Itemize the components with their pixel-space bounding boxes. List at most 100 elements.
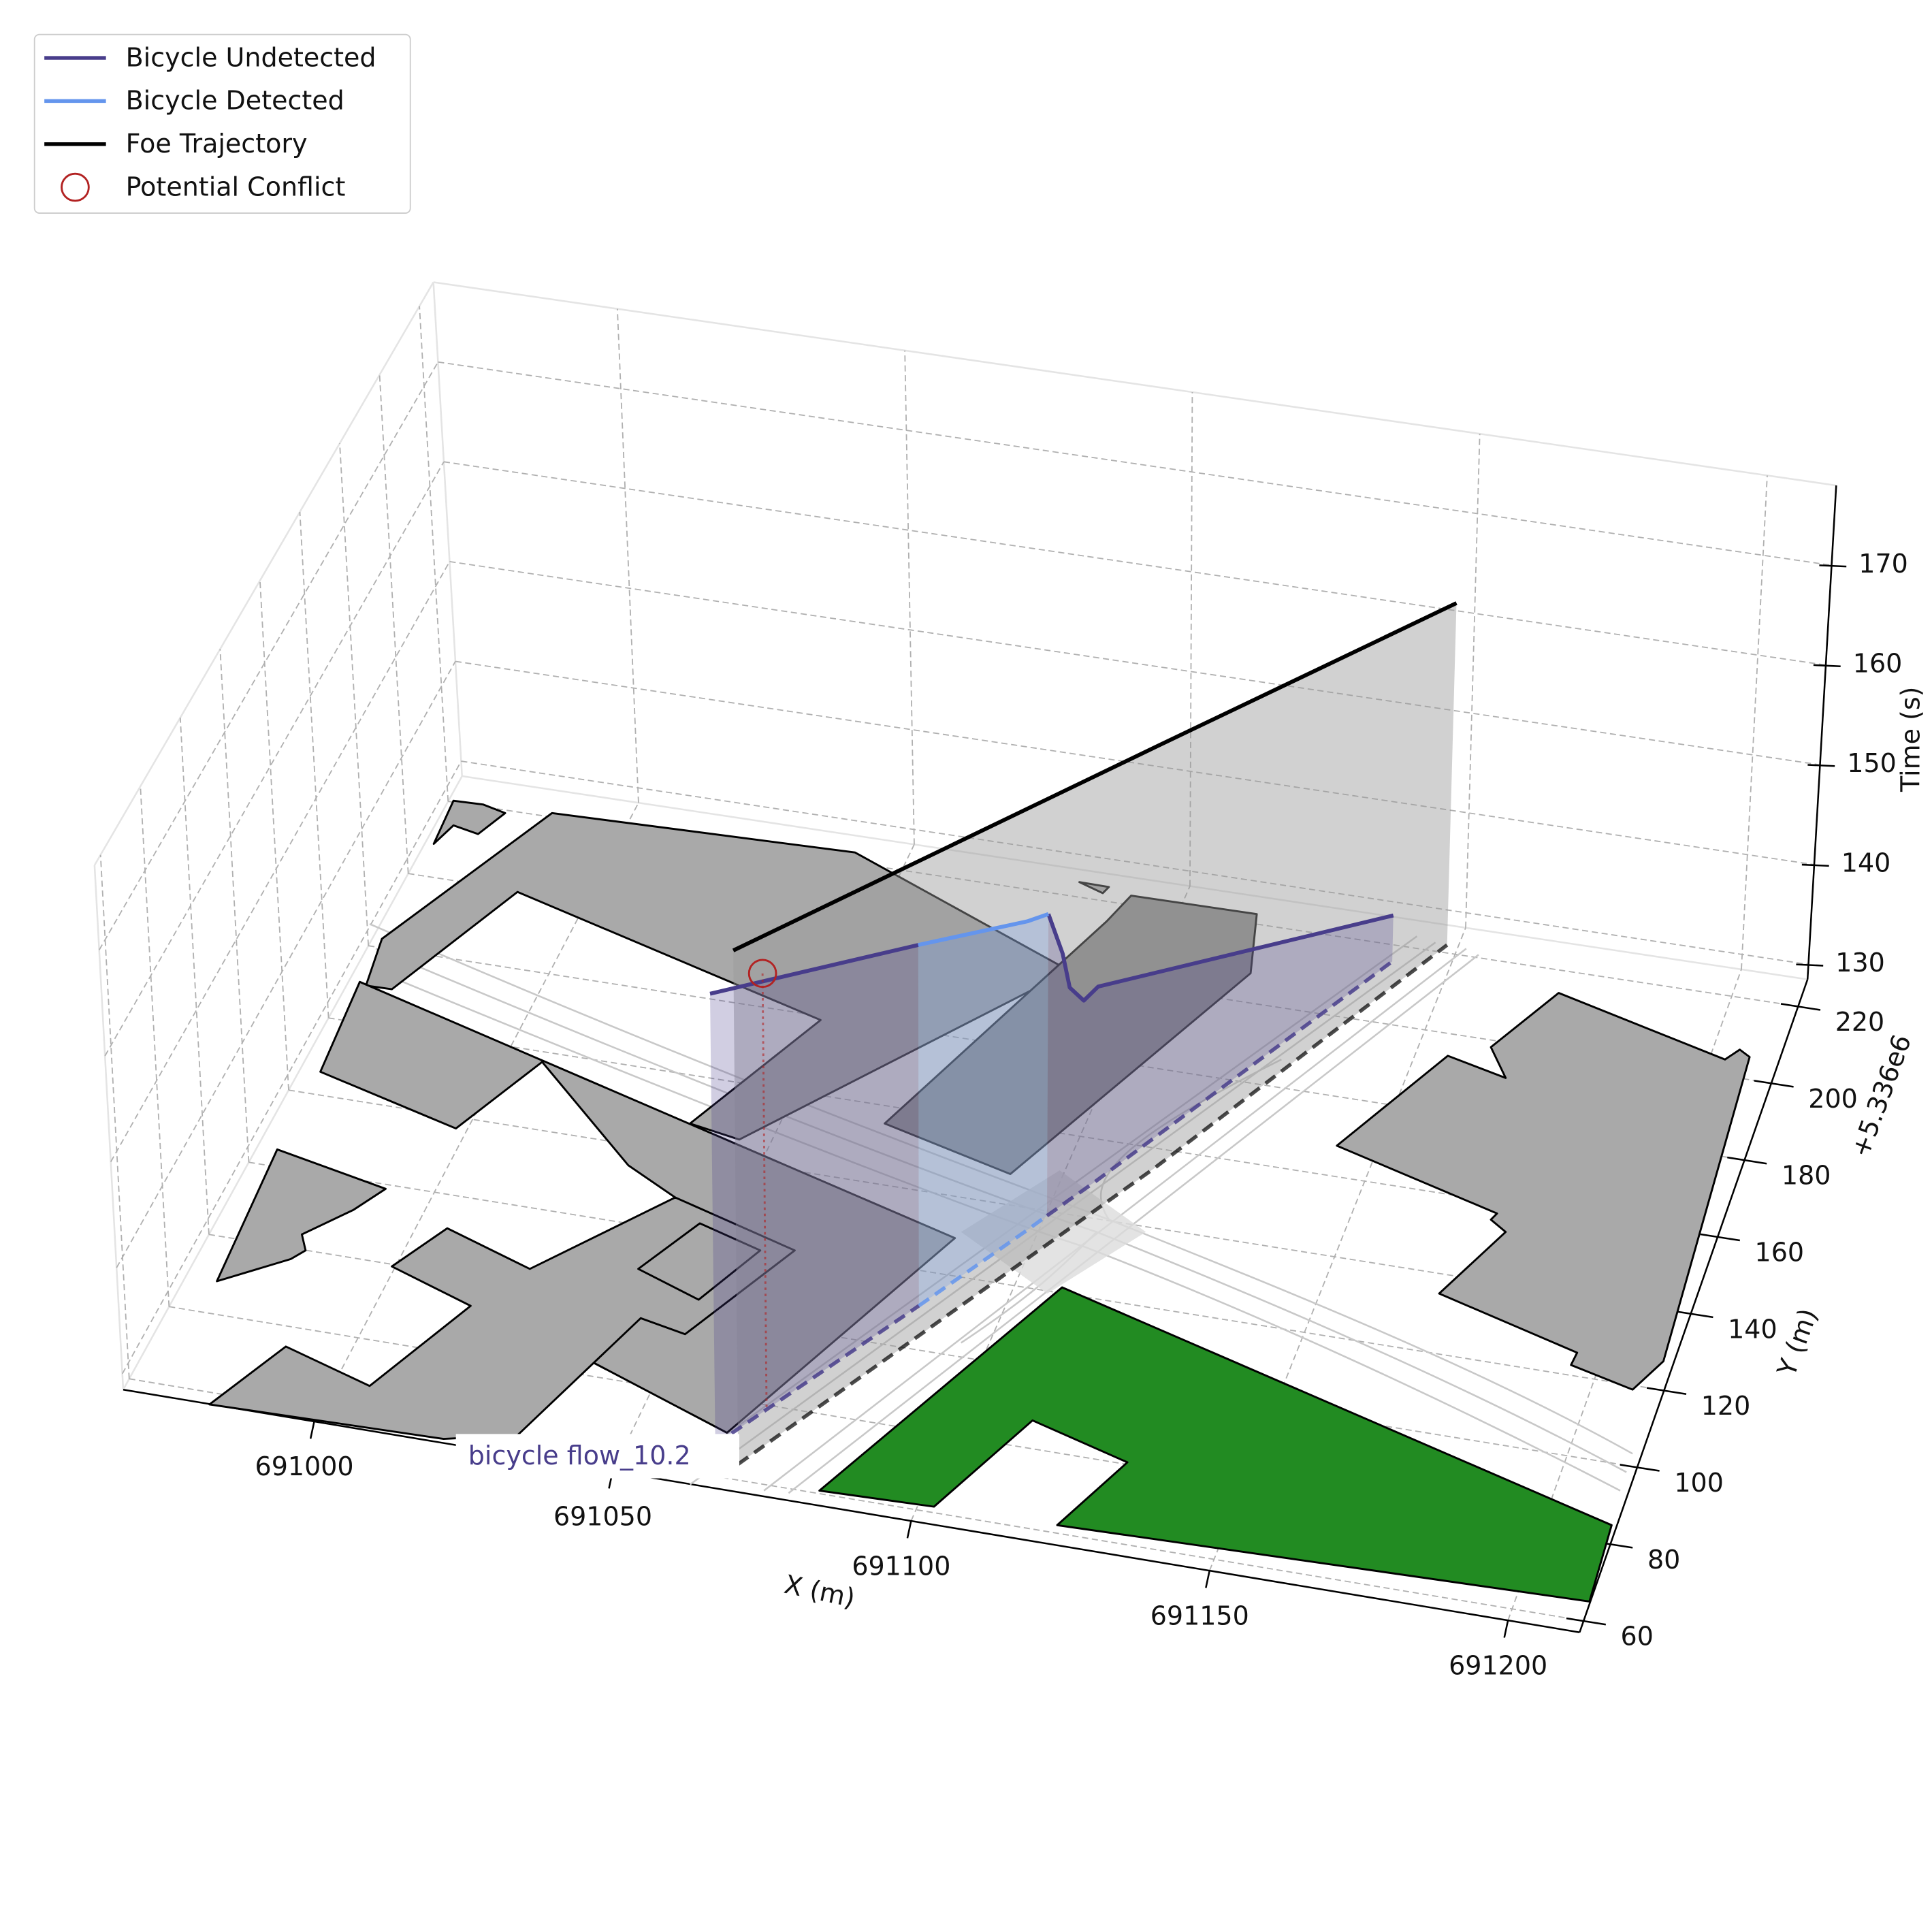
- park: [818, 1286, 1613, 1603]
- roads: [369, 923, 1633, 1494]
- x-axis-label: X (m): [782, 1569, 858, 1613]
- ground-track: [737, 943, 1449, 1466]
- grid-line: [449, 561, 1820, 766]
- grid-line: [616, 308, 639, 803]
- z-tick-label: 150: [1847, 748, 1897, 778]
- y-tick: [1566, 1617, 1607, 1626]
- y-tick-label: 60: [1621, 1622, 1654, 1652]
- grid-line: [904, 350, 915, 845]
- grid-line: [104, 461, 445, 1057]
- x-tick: [309, 1421, 315, 1439]
- curtain: [918, 914, 1049, 1306]
- grid-line: [110, 561, 451, 1163]
- z-axis-line: [1806, 485, 1837, 980]
- y-tick-label: 80: [1647, 1545, 1680, 1575]
- grid-line: [1465, 434, 1481, 928]
- z-tick: [1819, 564, 1847, 568]
- y-tick: [1754, 1080, 1794, 1088]
- pane-edge: [432, 282, 463, 777]
- y-tick-label: 100: [1674, 1468, 1724, 1498]
- buildings: [208, 799, 1751, 1603]
- y-axis-line: [1579, 979, 1809, 1633]
- y-tick-label: 160: [1755, 1237, 1805, 1267]
- grid-line: [1189, 392, 1193, 886]
- annotation-box: [455, 1434, 739, 1479]
- grid-line: [438, 361, 1832, 566]
- z-tick: [1801, 863, 1829, 867]
- x-tick: [1205, 1570, 1210, 1588]
- legend-swatch: [61, 172, 90, 202]
- x-tick-label: 691200: [1449, 1650, 1547, 1680]
- y-tick: [1673, 1310, 1713, 1319]
- grid-line: [419, 306, 449, 802]
- building: [365, 812, 1071, 1141]
- grid-line: [368, 945, 1745, 1161]
- pane-edge: [122, 775, 463, 1390]
- legend-label: Bicycle Detected: [126, 86, 344, 116]
- ground-track: [714, 960, 1394, 1446]
- z-tick-label: 160: [1853, 648, 1903, 678]
- grid-line: [1741, 475, 1768, 969]
- z-axis-label: Time (s): [1896, 686, 1926, 792]
- trajectory-line: [918, 912, 1050, 947]
- grid-line: [219, 649, 250, 1163]
- building: [216, 1148, 387, 1283]
- y-axis-label: Y (m): [1771, 1304, 1824, 1381]
- curtain: [733, 602, 1457, 1464]
- z-tick: [1813, 664, 1841, 667]
- legend-label: Bicycle Undetected: [126, 42, 376, 72]
- trajectory-line: [709, 913, 1394, 1003]
- building: [319, 980, 956, 1434]
- pane-edge: [433, 281, 1837, 487]
- grid-line: [259, 580, 289, 1091]
- grid-line: [339, 443, 370, 946]
- x-tick-label: 691000: [255, 1451, 354, 1481]
- grid-line: [116, 661, 456, 1268]
- z-tick: [1796, 963, 1824, 967]
- x-tick-label: 691100: [852, 1551, 950, 1581]
- z-tick: [1807, 764, 1835, 767]
- legend-label: Foe Trajectory: [126, 129, 308, 159]
- pane-edge: [93, 865, 125, 1390]
- curtain: [1046, 914, 1394, 1216]
- legend: Bicycle Undetected Bicycle Detected Foe …: [33, 33, 411, 214]
- y-tick-label: 180: [1782, 1161, 1831, 1191]
- grid-line: [121, 760, 462, 1375]
- pane-edge: [93, 281, 434, 866]
- building: [1336, 992, 1751, 1391]
- trajectory-line: [732, 601, 1458, 952]
- grid-line: [443, 461, 1826, 666]
- conflict-drop: [761, 973, 768, 1410]
- building: [884, 895, 1258, 1175]
- grid-line: [99, 854, 130, 1379]
- x-tick: [906, 1520, 912, 1539]
- y-tick-label: 140: [1728, 1314, 1777, 1344]
- x-tick-label: 691150: [1150, 1601, 1249, 1630]
- grid-line: [98, 362, 439, 950]
- annotation-text: bicycle flow_10.2: [468, 1441, 691, 1471]
- legend-box: [33, 33, 411, 214]
- y-tick: [1646, 1387, 1687, 1395]
- ground-track: [918, 1214, 1048, 1308]
- plot-layer: 691000 691050 691100 691150 691200 60 80 100 120…: [255, 549, 1908, 1681]
- y-tick-label: 220: [1835, 1007, 1885, 1037]
- annotation: bicycle flow_10.2: [455, 1434, 739, 1479]
- grid-line: [379, 374, 409, 874]
- y-tick-label: 120: [1701, 1391, 1751, 1421]
- pane-edge: [462, 775, 1808, 980]
- y-tick-label: 200: [1808, 1084, 1858, 1114]
- y-tick: [1727, 1156, 1767, 1165]
- grid-line: [179, 718, 210, 1235]
- grid-line: [461, 760, 1809, 965]
- z-tick-label: 170: [1858, 549, 1908, 579]
- y-tick: [1700, 1233, 1741, 1242]
- building: [208, 1196, 796, 1441]
- y-tick: [1780, 1003, 1821, 1011]
- x-axis-line: [123, 1388, 1580, 1633]
- x-tick: [1503, 1620, 1509, 1638]
- grid-line: [140, 786, 170, 1307]
- conflict-marker: [747, 959, 777, 989]
- building: [432, 799, 506, 846]
